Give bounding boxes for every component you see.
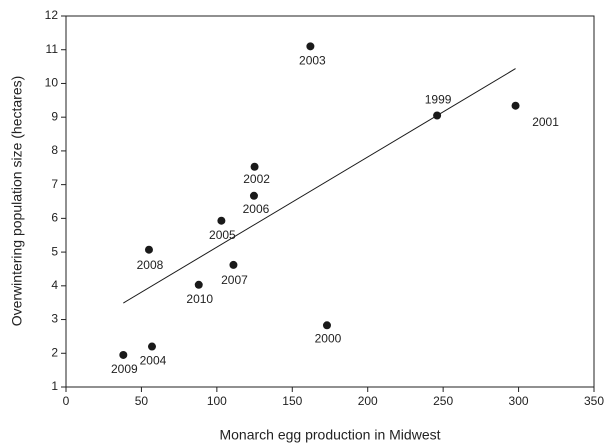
y-tick-label: 6 [51,211,58,225]
x-tick-label: 200 [358,394,378,408]
point-label: 2007 [221,273,248,287]
y-tick-label: 4 [51,278,58,292]
y-tick-label: 10 [45,76,59,90]
point-label: 2008 [137,258,164,272]
point-label: 2003 [299,54,326,68]
plot-frame [65,15,595,388]
point [511,101,520,110]
y-tick-label: 7 [51,177,58,191]
point [217,216,226,225]
point-label: 2009 [111,362,138,376]
x-tick-label: 350 [584,394,604,408]
point-label: 2000 [315,331,342,345]
point-label: 2002 [243,172,270,186]
point [249,191,258,200]
point-label: 2010 [186,292,213,306]
point [229,260,238,269]
point-label: 1999 [425,93,452,107]
y-tick-label: 3 [51,312,58,326]
y-tick-label: 8 [51,143,58,157]
point [119,350,128,359]
point [144,245,153,254]
y-tick-label: 12 [45,8,59,22]
y-axis-title: Overwintering population size (hectares) [9,76,25,327]
point [433,111,442,120]
point-label: 2006 [243,202,270,216]
point [250,162,259,171]
x-tick-label: 150 [282,394,302,408]
point-label: 2004 [140,354,167,368]
x-tick-label: 0 [63,394,70,408]
x-tick-label: 100 [207,394,227,408]
y-tick-label: 9 [51,109,58,123]
point [194,280,203,289]
point [147,342,156,351]
y-tick-label: 2 [51,345,58,359]
point-label: 2001 [532,115,559,129]
x-tick-label: 250 [433,394,453,408]
y-tick-label: 11 [46,42,59,56]
point [322,321,331,330]
x-tick-label: 50 [135,394,149,408]
y-tick-label: 5 [51,244,58,258]
point-label: 2005 [209,228,236,242]
y-tick-label: 1 [51,379,58,393]
point [306,42,315,51]
trend-line [123,68,516,304]
x-axis-title: Monarch egg production in Midwest [219,427,440,443]
x-tick-label: 300 [509,394,529,408]
